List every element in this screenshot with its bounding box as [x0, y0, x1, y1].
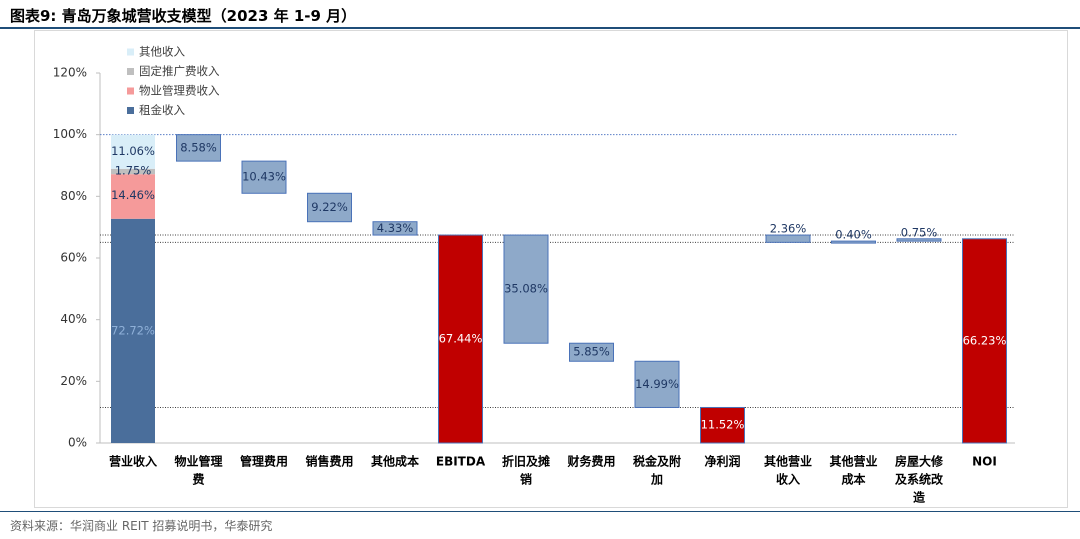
legend-entry: 其他收入 — [139, 45, 185, 59]
category-label: 财务费用 — [566, 454, 615, 469]
expense-bar — [765, 234, 811, 243]
figure-title-bar: 图表9: 青岛万象城营收支模型（2023 年 1-9 月） — [0, 0, 1080, 29]
bar-data-label: 35.08% — [504, 282, 548, 296]
bar-data-label: 11.52% — [701, 418, 745, 432]
category-label: 其他成本 — [371, 454, 419, 469]
category-label: 房屋大修 — [895, 454, 944, 469]
expense-bar — [896, 238, 942, 242]
category-label: 及系统改 — [895, 472, 944, 487]
legend-swatch — [127, 87, 134, 95]
bar-data-label: 5.85% — [573, 345, 610, 359]
y-tick-label: 100% — [53, 127, 87, 141]
stack-data-label: 72.72% — [111, 323, 155, 337]
category-label: 成本 — [841, 472, 865, 487]
bar-data-label: 9.22% — [311, 200, 348, 214]
category-label: 其他营业 — [764, 454, 812, 469]
stack-segment-bar — [111, 168, 155, 175]
bar-data-label: 2.36% — [770, 222, 807, 236]
bar-data-label: 4.33% — [377, 221, 414, 235]
y-tick-label: 60% — [60, 251, 87, 265]
figure-title: 图表9: 青岛万象城营收支模型（2023 年 1-9 月） — [10, 7, 357, 25]
bar-data-label: 10.43% — [242, 170, 286, 184]
stack-segment-bar — [111, 134, 155, 169]
expense-bar — [176, 134, 221, 162]
legend-entry: 固定推广费收入 — [139, 64, 220, 78]
expense-bar — [831, 240, 876, 244]
stack-segment-bar — [111, 174, 155, 219]
y-tick-label: 80% — [60, 189, 87, 203]
category-label: 税金及附 — [633, 454, 681, 469]
stack-data-label: 14.46% — [111, 188, 155, 202]
title-rule — [0, 27, 1080, 29]
legend-entry: 物业管理费收入 — [139, 84, 220, 98]
expense-bar — [307, 192, 352, 223]
bar-data-label: 0.75% — [901, 225, 938, 239]
subtotal-bar — [700, 406, 745, 444]
expense-bar — [241, 160, 287, 194]
legend-swatch — [127, 48, 134, 56]
category-label: 加 — [650, 472, 663, 487]
category-label: 营业收入 — [109, 454, 157, 469]
legend-swatch — [127, 107, 134, 114]
category-label: EBITDA — [436, 455, 486, 469]
bar-data-label: 8.58% — [180, 140, 217, 154]
bar-data-label: 67.44% — [439, 332, 483, 346]
source-note: 资料来源：华润商业 REIT 招募说明书，华泰研究 — [10, 519, 273, 533]
legend-entry: 租金收入 — [139, 103, 185, 117]
expense-bar — [503, 234, 549, 344]
bar-data-label: 66.23% — [963, 333, 1007, 347]
subtotal-bar — [962, 238, 1007, 444]
category-label: NOI — [972, 455, 997, 469]
category-label: 折旧及摊 — [502, 454, 550, 469]
expense-bar — [569, 342, 614, 362]
bar-data-label: 0.40% — [835, 228, 872, 242]
category-label: 物业管理 — [174, 454, 222, 469]
stack-data-label: 1.75% — [115, 164, 152, 178]
category-label: 销 — [520, 472, 532, 487]
stack-data-label: 11.06% — [111, 144, 155, 158]
expense-bar — [634, 360, 680, 408]
bar-data-label: 14.99% — [635, 377, 679, 391]
category-label: 其他营业 — [829, 454, 877, 469]
category-label: 销售费用 — [305, 454, 353, 469]
category-label: 造 — [913, 490, 926, 505]
category-label: 管理费用 — [240, 454, 288, 469]
chart-frame — [34, 30, 1068, 508]
legend-swatch — [127, 68, 134, 75]
y-tick-label: 120% — [53, 66, 87, 80]
y-tick-label: 0% — [68, 436, 87, 450]
category-label: 净利润 — [704, 454, 740, 469]
bottom-rule — [0, 511, 1080, 512]
category-label: 费 — [192, 472, 204, 487]
subtotal-bar — [438, 234, 483, 444]
stack-segment-bar — [111, 218, 155, 443]
y-tick-label: 40% — [60, 312, 87, 326]
category-label: 收入 — [776, 472, 800, 487]
expense-bar — [372, 221, 418, 236]
y-tick-label: 20% — [60, 374, 87, 388]
